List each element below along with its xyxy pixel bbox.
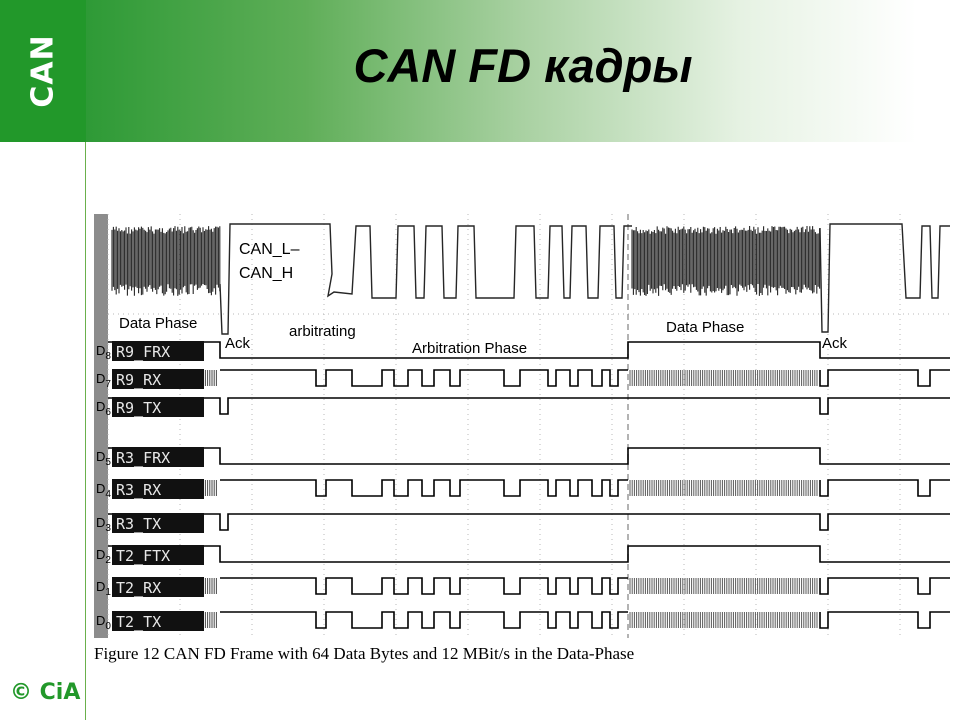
cia-copyright: © CiA: [10, 680, 81, 705]
trace-r3-frx: [108, 447, 950, 465]
channel-index: D0: [96, 613, 111, 632]
channel-index: D1: [96, 579, 111, 598]
figure-caption: Figure 12 CAN FD Frame with 64 Data Byte…: [94, 644, 635, 663]
trace-r3-rx: [220, 479, 950, 497]
channel-name: R3_FRX: [116, 449, 170, 467]
channel-label-box: [112, 447, 204, 467]
analog-arbitration-trace: [219, 223, 950, 335]
channel-index: D3: [96, 515, 111, 534]
annotation-data-phase-right: Data Phase: [666, 319, 744, 336]
channel-index: D5: [96, 449, 111, 468]
channel-index: D6: [96, 399, 111, 418]
channel-label-box: [112, 369, 204, 389]
header-banner: [86, 0, 960, 142]
trace-r3-tx: [108, 513, 950, 531]
channel-name: R3_TX: [116, 515, 161, 533]
annotation-ack-right: Ack: [822, 335, 848, 352]
channel-index: D8: [96, 343, 111, 362]
channel-name: R9_FRX: [116, 343, 170, 361]
trace-t2-tx-burst-right: [629, 612, 818, 628]
channel-index: D4: [96, 481, 111, 500]
channel-name: R9_TX: [116, 399, 161, 417]
channel-name: R9_RX: [116, 371, 161, 389]
sidebar: CAN © CiA: [0, 0, 86, 720]
channel-label-box: [112, 397, 204, 417]
channel-label-box: [112, 341, 204, 361]
channel-name: T2_TX: [116, 613, 161, 631]
annotation-data-phase-left: Data Phase: [119, 315, 197, 332]
channel-name: T2_RX: [116, 579, 161, 597]
channel-label-box: [112, 479, 204, 499]
analog-data-burst-right: [631, 226, 821, 296]
trace-r9-frx: [108, 341, 950, 359]
channel-name: R3_RX: [116, 481, 161, 499]
channel-label-box: [112, 545, 204, 565]
channel-label-box: [112, 611, 204, 631]
annotation-arbitrating: arbitrating: [289, 323, 356, 340]
figure-left-border: [94, 214, 108, 638]
analog-data-burst-left: [111, 226, 221, 296]
digital-channel-traces: [108, 341, 950, 629]
channel-label-box: [112, 577, 204, 597]
can-fd-timing-diagram: D8 R9_FRX D7 R9_RX D6 R9_TX D5 R3_FRX D4 R3_RX D3 R…: [94, 214, 950, 638]
can-logo: CAN: [0, 0, 86, 142]
channel-index: D7: [96, 371, 111, 390]
can-logo-text: CAN: [25, 34, 61, 108]
annotation-ack-left: Ack: [225, 335, 251, 352]
analog-label-can-h: CAN_H: [239, 265, 293, 282]
trace-t2-ftx: [108, 545, 950, 563]
trace-r3-rx-burst-right: [629, 480, 818, 496]
sidebar-divider: [85, 142, 86, 720]
channel-name: T2_FTX: [116, 547, 170, 565]
analog-label-can-l: CAN_L–: [239, 241, 300, 258]
annotation-arbitration-phase: Arbitration Phase: [412, 340, 527, 357]
trace-t2-rx-burst-right: [629, 578, 818, 594]
trace-r9-rx: [220, 369, 950, 387]
trace-r9-tx: [108, 397, 950, 415]
channel-labels: D8 R9_FRX D7 R9_RX D6 R9_TX D5 R3_FRX D4 R3_RX D3 R…: [96, 341, 204, 632]
channel-label-box: [112, 513, 204, 533]
analog-can-trace: [111, 223, 950, 335]
trace-t2-rx: [220, 577, 950, 595]
channel-index: D2: [96, 547, 111, 566]
page-title: CAN FD кадры: [353, 39, 693, 92]
trace-r9-rx-burst-right: [629, 370, 818, 386]
trace-t2-tx: [220, 611, 950, 629]
